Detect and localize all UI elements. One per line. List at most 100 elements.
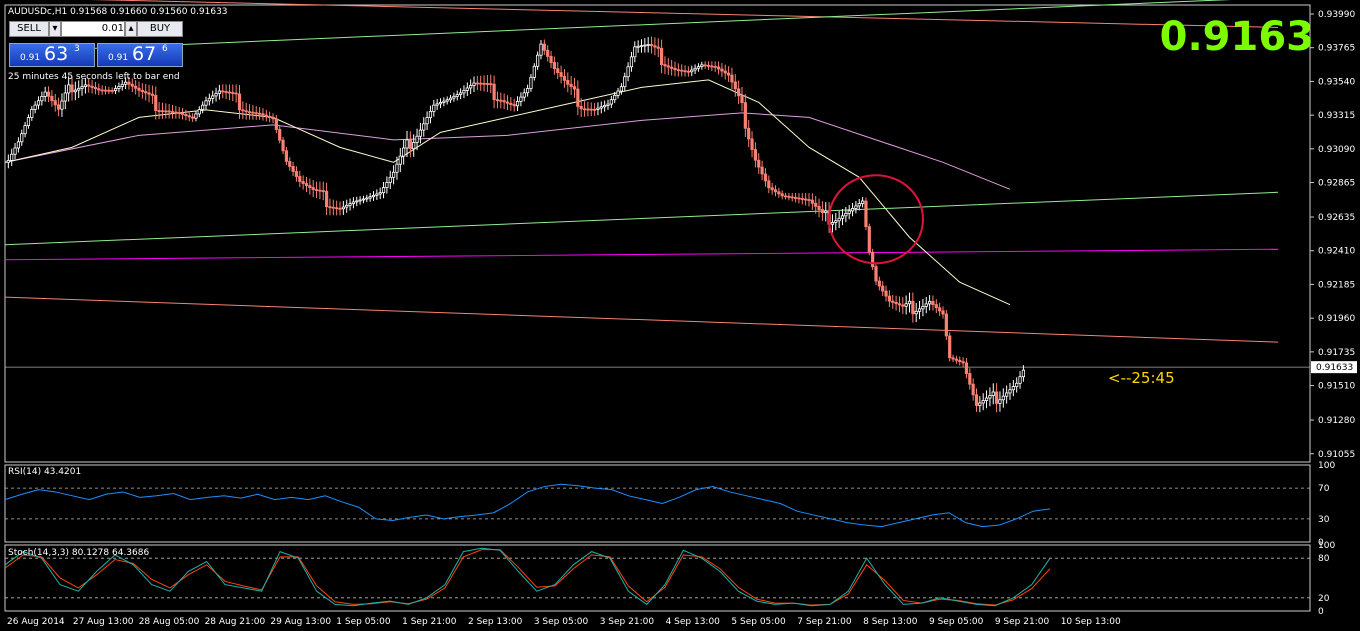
candle-body	[150, 93, 154, 96]
stoch-tick-label: 80	[1318, 554, 1330, 564]
candle-body	[67, 84, 71, 94]
lot-increase-button[interactable]: ▴	[125, 21, 137, 37]
candle-body	[180, 112, 185, 115]
candle-body	[562, 76, 567, 81]
candle-body	[814, 202, 818, 207]
candle-body	[435, 103, 439, 106]
stoch-tick-label: 100	[1318, 541, 1335, 551]
rsi-tick-label: 30	[1318, 515, 1330, 525]
candle-body	[247, 111, 252, 114]
candle-body	[388, 176, 392, 183]
candle-body	[613, 94, 617, 101]
rsi-tick-label: 0	[1318, 538, 1324, 548]
candle-body	[897, 303, 902, 306]
candle-body	[526, 88, 530, 94]
candle-body	[492, 83, 496, 101]
candle-body	[951, 357, 955, 360]
candle-body	[773, 189, 778, 193]
candle-body	[154, 95, 158, 111]
rsi-line	[4, 483, 1051, 528]
candle-body	[589, 108, 593, 111]
sell-button[interactable]: SELL	[9, 21, 49, 37]
candle-body	[391, 171, 396, 178]
candle-body	[345, 204, 349, 208]
candle-body	[432, 104, 436, 112]
sell-price-box[interactable]: 0.91 63 3	[9, 43, 95, 67]
candle-body	[740, 95, 744, 104]
time-tick-label: 29 Aug 13:00	[270, 617, 331, 627]
candle-body	[361, 198, 366, 201]
main-panel-frame	[4, 4, 1311, 463]
candle-body	[331, 206, 335, 209]
candle-body	[63, 92, 67, 102]
candle-body	[107, 89, 111, 92]
big-price-display: 0.9163	[1159, 14, 1314, 60]
time-tick-label: 26 Aug 2014	[7, 617, 65, 627]
candle-body	[227, 91, 232, 94]
candle-body	[23, 125, 27, 135]
candle-body	[415, 135, 419, 143]
time-tick-label: 3 Sep 21:00	[600, 617, 655, 627]
candle-body	[422, 123, 426, 131]
price-tick-label: 0.93315	[1318, 111, 1355, 121]
time-tick-label: 2 Sep 13:00	[468, 617, 523, 627]
candle-body	[968, 373, 972, 385]
lot-decrease-button[interactable]: ▾	[49, 21, 61, 37]
buy-price-box[interactable]: 0.91 67 6	[97, 43, 183, 67]
candle-body	[703, 64, 707, 67]
candle-body	[479, 82, 483, 85]
candle-body	[998, 399, 1002, 404]
candle-body	[549, 55, 553, 63]
candle-body	[680, 69, 684, 72]
candle-body	[254, 112, 258, 115]
candle-body	[807, 199, 811, 201]
candle-body	[257, 112, 262, 115]
candle-body	[850, 208, 855, 212]
candle-body	[36, 100, 41, 106]
candle-body	[43, 91, 47, 97]
candle-body	[485, 83, 490, 85]
time-tick-label: 9 Sep 05:00	[929, 617, 984, 627]
candle-body	[80, 86, 84, 89]
candle-body	[355, 200, 359, 203]
candle-body	[1015, 382, 1019, 387]
candle-body	[77, 87, 81, 91]
candle-body	[117, 86, 121, 89]
candle-body	[157, 110, 161, 112]
candle-body	[164, 110, 168, 113]
candle-body	[656, 46, 660, 49]
candle-body	[810, 199, 814, 204]
candle-body	[120, 83, 124, 87]
candle-body	[904, 303, 908, 307]
candle-body	[170, 111, 175, 113]
candle-body	[294, 171, 299, 177]
candle-body	[797, 197, 801, 200]
candle-body	[271, 117, 275, 120]
candle-body	[445, 99, 449, 102]
candle-body	[988, 395, 992, 399]
candle-body	[291, 166, 295, 172]
candle-body	[26, 117, 31, 127]
current-price-label: 0.91633	[1316, 363, 1353, 373]
candle-body	[666, 65, 670, 68]
candle-body	[964, 362, 969, 374]
candle-body	[700, 64, 704, 67]
candle-body	[696, 66, 701, 69]
candle-body	[281, 139, 285, 152]
candle-body	[871, 251, 875, 268]
candle-body	[70, 84, 74, 93]
candle-body	[559, 72, 563, 77]
buy-button[interactable]: BUY	[137, 21, 183, 37]
candle-body	[398, 155, 402, 165]
candle-body	[381, 187, 386, 194]
lot-size-input[interactable]: 0.01	[61, 21, 125, 37]
candle-body	[402, 147, 406, 157]
candle-body	[767, 180, 771, 189]
candle-body	[716, 66, 721, 70]
candle-body	[760, 166, 764, 175]
candle-body	[73, 89, 77, 93]
candle-body	[794, 197, 798, 199]
candle-body	[328, 206, 332, 209]
rsi-tick-label: 70	[1318, 484, 1330, 494]
buy-price-fraction: 6	[162, 44, 168, 54]
